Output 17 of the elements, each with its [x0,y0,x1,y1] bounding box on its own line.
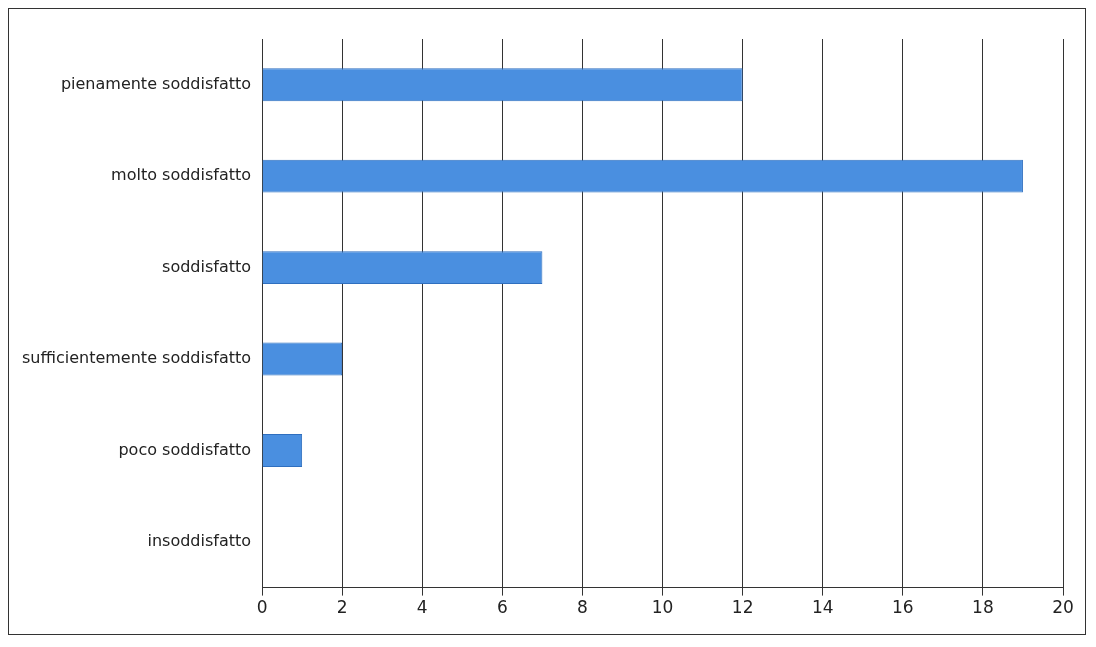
x-tick-label: 2 [336,597,348,618]
y-tick-label: molto soddisfatto [111,165,252,185]
x-tick-label: 10 [651,597,674,618]
x-tick-label: 8 [577,597,588,618]
x-tick-label: 14 [811,597,834,618]
x-tick-label: 4 [416,597,428,618]
x-tick-label: 16 [891,597,914,618]
x-tick-label: 18 [972,597,994,618]
x-tick-label: 6 [496,597,508,618]
y-tick-label: pienamente soddisfatto [60,73,252,93]
y-tick-label: poco soddisfatto [118,439,252,459]
y-tick-label: sufficientemente soddisfatto [21,348,252,368]
y-tick-label: soddisfatto [162,256,252,276]
y-tick-label: insoddisfatto [147,531,252,551]
x-tick-label: 0 [256,597,268,618]
x-tick-label: 20 [1052,597,1074,618]
x-tick-label: 12 [731,597,754,618]
